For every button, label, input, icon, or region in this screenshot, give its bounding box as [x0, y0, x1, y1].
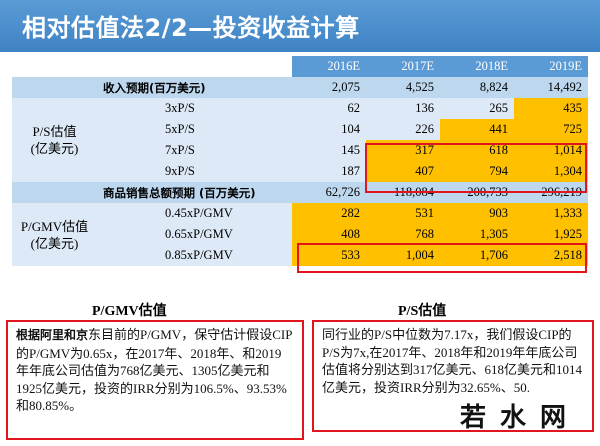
table-row: 9xP/S 187 407 794 1,304: [12, 161, 588, 182]
header-row: 2016E 2017E 2018E 2019E: [12, 56, 588, 77]
table-cell: 14,492: [514, 77, 588, 98]
row-label: 5xP/S: [97, 119, 292, 140]
table-cell: 435: [514, 98, 588, 119]
year-header: 2016E: [292, 56, 366, 77]
table-cell: 1,305: [440, 224, 514, 245]
pgmv-caption: P/GMV估值: [92, 304, 167, 319]
table-cell: 533: [292, 245, 366, 266]
table-cell: 2,075: [292, 77, 366, 98]
pgmv-group-label: P/GMV估值 (亿美元): [12, 203, 97, 266]
table-cell: 62: [292, 98, 366, 119]
table-cell: 1,333: [514, 203, 588, 224]
table-cell: 282: [292, 203, 366, 224]
row-label: 3xP/S: [97, 98, 292, 119]
table-cell: 265: [440, 98, 514, 119]
row-label: 0.65xP/GMV: [97, 224, 292, 245]
table-row: P/GMV估值 (亿美元) 0.45xP/GMV 282 531 903 1,3…: [12, 203, 588, 266]
table-cell: 1,706: [440, 245, 514, 266]
page-title: 相对估值法2/2—投资收益计算: [22, 14, 360, 42]
table-cell: 145: [292, 140, 366, 161]
table-cell: 62,726: [292, 182, 366, 203]
ps-note: 同行业的P/S中位数为7.17x，我们假设CIP的P/S为7x,在2017年、2…: [312, 320, 594, 432]
table-row: 0.85xP/GMV 533 1,004 1,706 2,518: [12, 245, 588, 266]
table-cell: 226: [366, 119, 440, 140]
year-header: 2017E: [366, 56, 440, 77]
table-cell: 1,925: [514, 224, 588, 245]
table-row: 0.65xP/GMV 408 768 1,305 1,925: [12, 224, 588, 245]
table-row: 7xP/S 145 317 618 1,014: [12, 140, 588, 161]
revenue-row: 收入预期(百万美元) 2,075 4,525 8,824 14,492: [12, 77, 588, 98]
ps-group-label: P/S估值 (亿美元): [12, 98, 97, 182]
row-label: 0.45xP/GMV: [97, 203, 292, 224]
table-cell: 104: [292, 119, 366, 140]
table-cell: 4,525: [366, 77, 440, 98]
table-cell: 441: [440, 119, 514, 140]
table-cell: 407: [366, 161, 440, 182]
ps-caption: P/S估值: [398, 304, 447, 319]
table-cell: 136: [366, 98, 440, 119]
table-cell: 725: [514, 119, 588, 140]
table-cell: 1,014: [514, 140, 588, 161]
year-header: 2019E: [514, 56, 588, 77]
row-label: 0.85xP/GMV: [97, 245, 292, 266]
table-cell: 531: [366, 203, 440, 224]
year-header: 2018E: [440, 56, 514, 77]
table-cell: 8,824: [440, 77, 514, 98]
table-cell: 2,518: [514, 245, 588, 266]
row-label: 9xP/S: [97, 161, 292, 182]
table-cell: 1,304: [514, 161, 588, 182]
pgmv-note: 根据阿里和京东目前的P/GMV，保守估计假设CIP的P/GMV为0.65x，在2…: [6, 320, 304, 440]
table-cell: 187: [292, 161, 366, 182]
title-bar: 相对估值法2/2—投资收益计算: [0, 0, 600, 52]
table-cell: 408: [292, 224, 366, 245]
watermark-logo: 若水网: [459, 403, 580, 433]
table-cell: 794: [440, 161, 514, 182]
table-cell: 768: [366, 224, 440, 245]
table-row: 5xP/S 104 226 441 725: [12, 119, 588, 140]
table-cell: 618: [440, 140, 514, 161]
table-cell: 317: [366, 140, 440, 161]
table-cell: 903: [440, 203, 514, 224]
table-cell: 1,004: [366, 245, 440, 266]
row-label: 7xP/S: [97, 140, 292, 161]
pgmv-065-highlight-box: [297, 243, 587, 273]
ps-7x-highlight-box: [365, 143, 587, 193]
revenue-label: 收入预期(百万美元): [97, 77, 292, 98]
gmv-label: 商品销售总额预期 (百万美元): [97, 182, 292, 203]
table-row: P/S估值 (亿美元) 3xP/S 62 136 265 435: [12, 98, 588, 182]
